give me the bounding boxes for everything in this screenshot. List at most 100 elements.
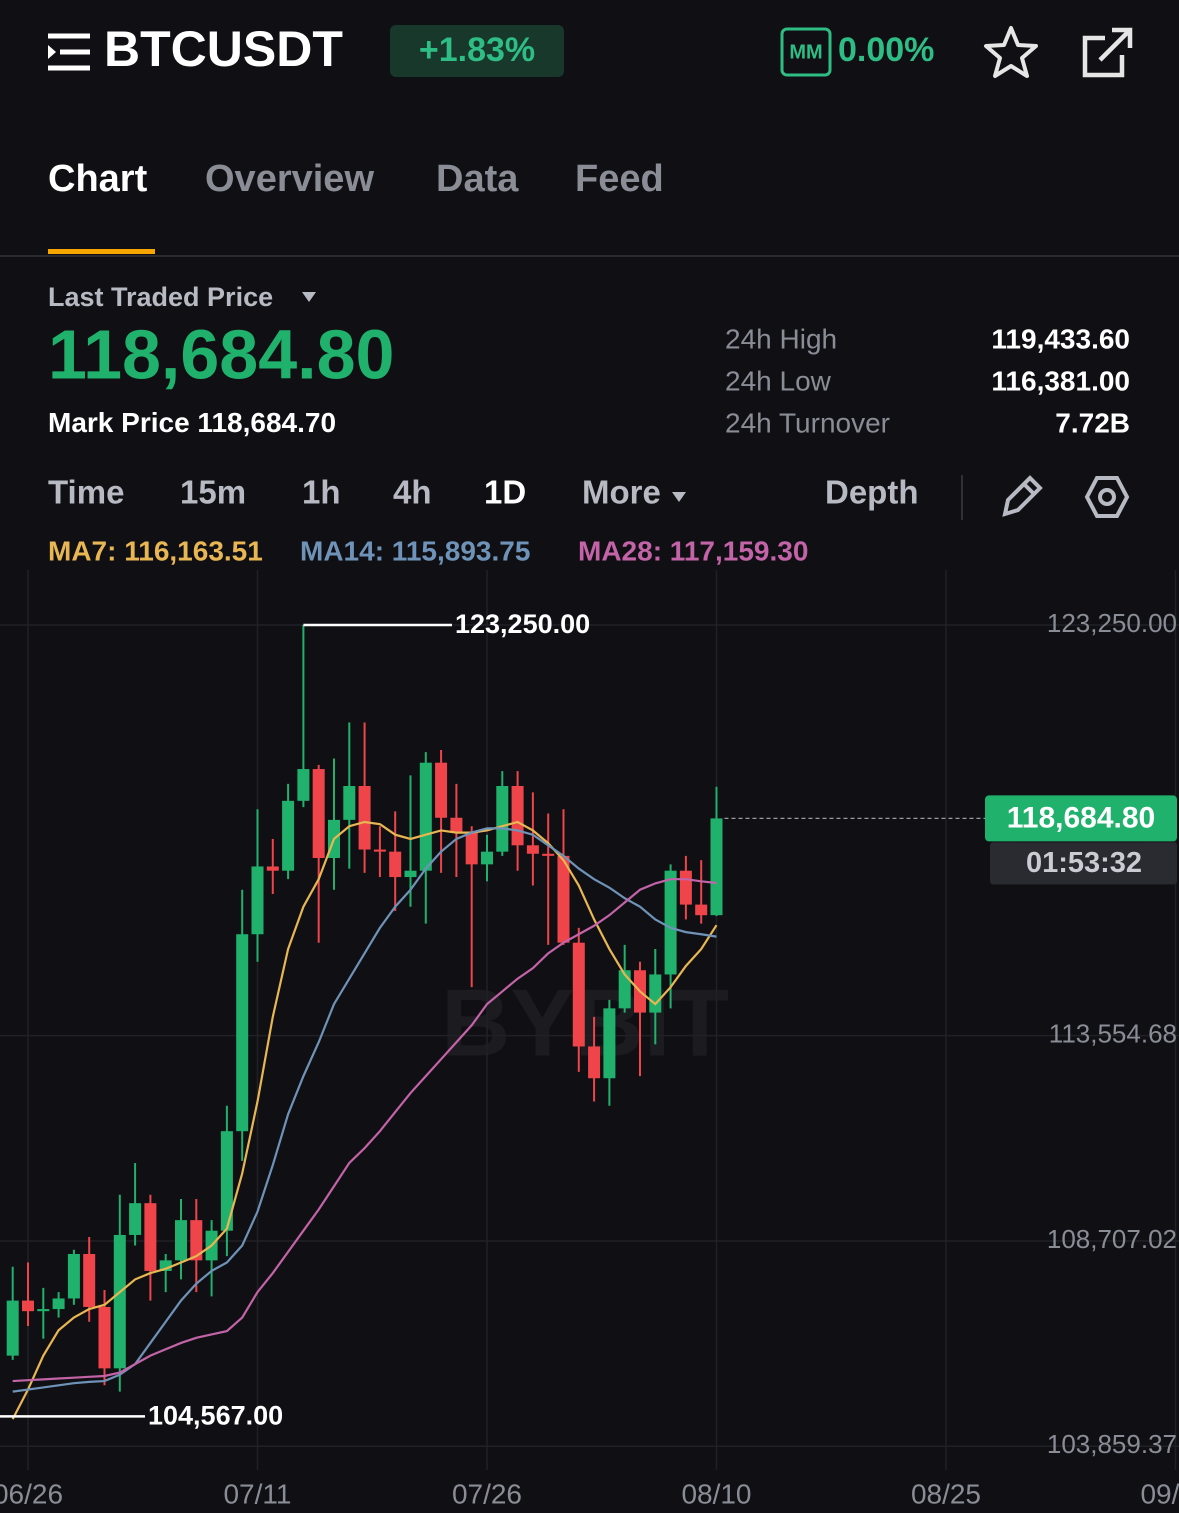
candle-body bbox=[450, 817, 463, 833]
candle-body bbox=[282, 800, 295, 871]
candle-body bbox=[710, 818, 723, 916]
candle-body bbox=[266, 866, 279, 871]
candle-body bbox=[618, 970, 631, 1009]
low-marker-label: 104,567.00 bbox=[148, 1400, 283, 1430]
candle-body bbox=[159, 1260, 172, 1271]
stat-value: 116,381.00 bbox=[991, 365, 1130, 396]
candle-body bbox=[129, 1203, 142, 1235]
high-marker-label: 123,250.00 bbox=[455, 609, 590, 639]
candle-body bbox=[603, 1008, 616, 1079]
y-tick-label: 103,859.37 bbox=[1047, 1429, 1177, 1459]
candle-body bbox=[297, 769, 310, 801]
candle-body bbox=[251, 866, 264, 935]
candle-body bbox=[83, 1254, 96, 1307]
settings-icon[interactable] bbox=[1084, 476, 1130, 518]
candle-body bbox=[67, 1254, 80, 1299]
stat-label: 24h Low bbox=[725, 365, 832, 396]
candle-body bbox=[389, 851, 402, 878]
last-price-box bbox=[985, 795, 1177, 842]
candle-body bbox=[480, 851, 493, 865]
candle-body bbox=[496, 786, 509, 852]
x-tick-label: 08/25 bbox=[911, 1478, 981, 1509]
more-arrow[interactable] bbox=[672, 492, 686, 502]
stat-label: 24h Turnover bbox=[725, 407, 890, 438]
tab[interactable]: Overview bbox=[205, 158, 374, 200]
tab[interactable]: Feed bbox=[575, 158, 664, 200]
stat-label: 24h High bbox=[725, 323, 837, 354]
candle-body bbox=[542, 853, 555, 856]
mark-value: 118,684.70 bbox=[197, 407, 336, 438]
candle-body bbox=[190, 1220, 203, 1261]
candle-body bbox=[236, 934, 249, 1132]
stat-value: 7.72B bbox=[1055, 407, 1130, 438]
y-tick-label: 108,707.02 bbox=[1047, 1224, 1177, 1254]
candle-body bbox=[113, 1234, 126, 1369]
tab[interactable]: Data bbox=[436, 158, 519, 200]
candle-body bbox=[557, 855, 570, 943]
candle-body bbox=[664, 870, 677, 975]
x-tick-label: 09/09 bbox=[1140, 1478, 1179, 1509]
watermark: BYBIT bbox=[441, 969, 729, 1076]
countdown-box bbox=[990, 842, 1177, 885]
candle-body bbox=[465, 832, 478, 865]
favorite-icon[interactable] bbox=[984, 26, 1038, 78]
candle-body bbox=[98, 1306, 111, 1369]
mm-badge[interactable] bbox=[780, 27, 832, 77]
price-label[interactable]: Last Traded Price bbox=[48, 282, 273, 312]
interval[interactable]: Time bbox=[48, 474, 124, 511]
candle-body bbox=[404, 870, 417, 878]
interval[interactable]: 15m bbox=[180, 474, 246, 511]
candle-body bbox=[37, 1309, 50, 1312]
interval[interactable]: More bbox=[582, 474, 661, 511]
x-tick-label: 06/26 bbox=[0, 1478, 63, 1509]
candle-body bbox=[373, 849, 386, 852]
candle-body bbox=[526, 845, 539, 854]
y-tick-label: 113,554.68 bbox=[1049, 1019, 1177, 1049]
interval[interactable]: 1D bbox=[484, 474, 526, 511]
candle-body bbox=[588, 1046, 601, 1079]
share-icon[interactable] bbox=[1082, 27, 1133, 78]
x-tick-label: 07/11 bbox=[223, 1478, 291, 1509]
candle-body bbox=[144, 1203, 157, 1271]
countdown: 01:53:32 bbox=[1026, 847, 1142, 879]
stat-value: 119,433.60 bbox=[991, 323, 1130, 354]
candle-body bbox=[21, 1300, 34, 1312]
mark-label: Mark Price bbox=[48, 407, 190, 438]
candle-body bbox=[174, 1220, 187, 1261]
symbol[interactable]: BTCUSDT bbox=[104, 21, 343, 77]
candle-body bbox=[695, 904, 708, 916]
candle-body bbox=[220, 1131, 233, 1231]
tab-indicator bbox=[48, 249, 155, 254]
interval[interactable]: 1h bbox=[302, 474, 341, 511]
candle-body bbox=[572, 942, 585, 1047]
tab[interactable]: Chart bbox=[48, 158, 148, 200]
depth[interactable]: Depth bbox=[825, 474, 919, 511]
ma-line bbox=[12, 878, 717, 1383]
candle-body bbox=[343, 786, 356, 820]
ma-legend: MA28: 117,159.30 bbox=[578, 535, 808, 566]
menu-icon[interactable] bbox=[48, 33, 90, 71]
candle-body bbox=[358, 786, 371, 850]
mm-value: 0.00% bbox=[838, 31, 934, 69]
dropdown-arrow[interactable] bbox=[302, 292, 316, 302]
change: +1.83% bbox=[419, 31, 535, 69]
candle-body bbox=[511, 786, 524, 846]
candle-body bbox=[6, 1300, 19, 1356]
x-tick-label: 08/10 bbox=[681, 1478, 751, 1509]
candle-body bbox=[649, 974, 662, 1013]
ma-legend: MA14: 115,893.75 bbox=[300, 535, 530, 566]
ma-line bbox=[11, 820, 718, 1420]
candle-body bbox=[52, 1298, 65, 1310]
mark-price: Mark Price 118,684.70 bbox=[48, 407, 336, 438]
x-tick-label: 07/26 bbox=[452, 1478, 522, 1509]
candle-body bbox=[312, 769, 325, 858]
ma-legend: MA7: 116,163.51 bbox=[48, 535, 263, 566]
interval[interactable]: 4h bbox=[393, 474, 432, 511]
last-price: 118,684.80 bbox=[48, 315, 394, 393]
y-tick-label: 123,250.00 bbox=[1047, 608, 1177, 638]
draw-icon[interactable] bbox=[1002, 475, 1043, 517]
candle-body bbox=[679, 870, 692, 905]
last-price-label: 118,684.80 bbox=[1007, 801, 1156, 834]
